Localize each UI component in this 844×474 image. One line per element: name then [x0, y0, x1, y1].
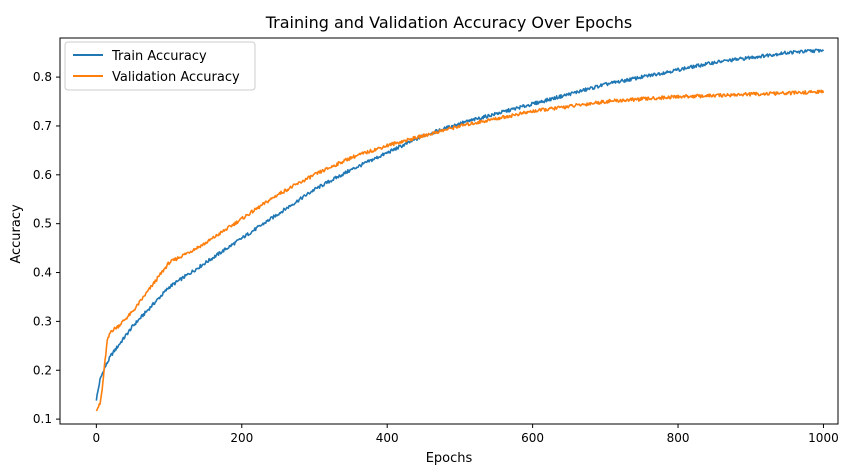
legend: Train Accuracy Validation Accuracy — [64, 41, 256, 91]
plot-frame — [59, 37, 839, 425]
x-tick-label: 0 — [93, 431, 101, 445]
x-tick-label: 400 — [376, 431, 399, 445]
series-layer — [95, 48, 825, 412]
x-tick-label: 200 — [230, 431, 253, 445]
y-tick-label: 0.4 — [33, 266, 52, 280]
y-axis-title: Accuracy — [9, 204, 24, 264]
y-tick-label: 0.2 — [33, 363, 52, 377]
series-line-validation — [95, 89, 825, 412]
legend-frame — [64, 41, 256, 91]
y-axis: 0.1 0.2 0.3 0.4 0.5 0.6 0.7 0.8 — [33, 70, 60, 426]
legend-label-validation: Validation Accuracy — [112, 70, 240, 85]
y-tick-label: 0.7 — [33, 119, 52, 133]
y-tick-label: 0.3 — [33, 314, 52, 328]
y-tick-label: 0.8 — [33, 70, 52, 84]
chart-title: Training and Validation Accuracy Over Ep… — [265, 13, 633, 32]
plot-area — [59, 37, 839, 425]
legend-label-train: Train Accuracy — [111, 49, 207, 64]
series-line-train — [95, 48, 825, 401]
y-tick-label: 0.1 — [33, 412, 52, 426]
x-tick-label: 1000 — [808, 431, 839, 445]
x-tick-label: 800 — [667, 431, 690, 445]
x-axis: 0 200 400 600 800 1000 — [93, 424, 839, 445]
y-tick-label: 0.6 — [33, 168, 52, 182]
x-axis-title: Epochs — [426, 451, 473, 466]
y-tick-label: 0.5 — [33, 217, 52, 231]
x-tick-label: 600 — [521, 431, 544, 445]
